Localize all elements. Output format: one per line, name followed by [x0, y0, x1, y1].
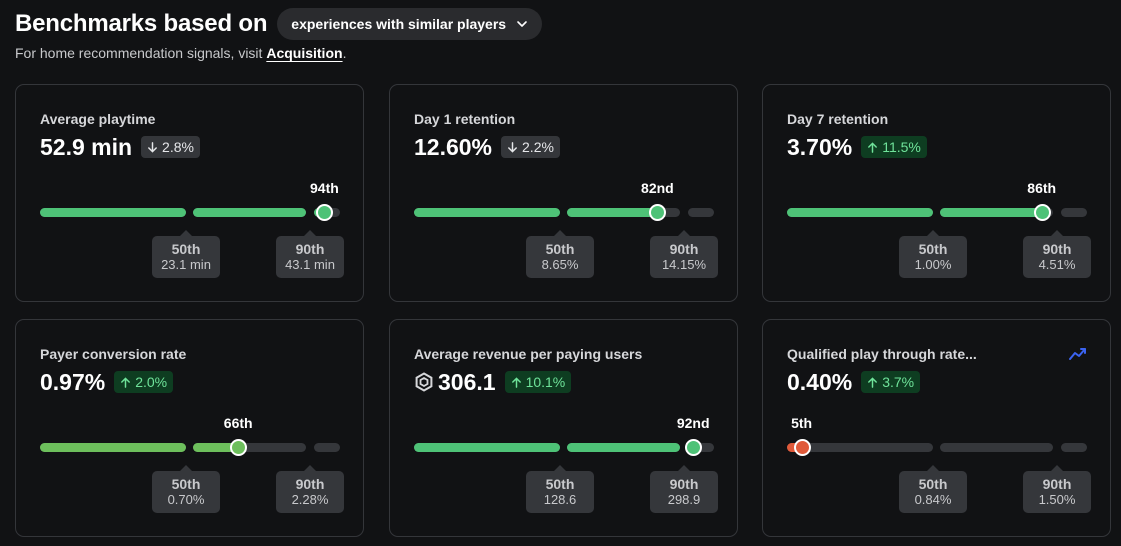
track-fill [940, 208, 1046, 217]
change-badge: 2.2% [501, 136, 560, 158]
percentile-marker [685, 439, 703, 456]
card-payer-conversion-rate: Payer conversion rate 0.97% 2.0% 66th 50th 0.… [15, 319, 364, 537]
card-title: Average playtime [40, 111, 156, 127]
metric-value-row: 0.97% 2.0% [40, 368, 174, 396]
arrow-down-icon [508, 141, 517, 153]
card-day1-retention: Day 1 retention 12.60% 2.2% 82nd 50th 8.65% 90… [389, 84, 738, 302]
percentile-label: 92nd [676, 415, 710, 431]
percentile-label: 86th [1027, 180, 1057, 196]
chevron-down-icon [517, 21, 527, 27]
track-segment [1061, 208, 1087, 217]
percentile-track: 94th 50th 23.1 min 90th 43.1 min [40, 180, 344, 278]
metric-value-row: 306.1 10.1% [414, 368, 572, 396]
p50-tooltip: 50th 0.84% [899, 465, 967, 513]
subtitle: For home recommendation signals, visit A… [15, 45, 347, 61]
benchmark-group-dropdown[interactable]: experiences with similar players [277, 8, 543, 40]
percentile-track: 82nd 50th 8.65% 90th 14.15% [414, 180, 718, 278]
track-segment [193, 443, 306, 452]
change-badge: 2.0% [114, 371, 174, 393]
card-title: Qualified play through rate... [787, 346, 977, 362]
p90-tooltip: 90th 14.15% [650, 230, 718, 278]
percentile-marker [793, 439, 811, 456]
card-day7-retention: Day 7 retention 3.70% 11.5% 86th 50th 1.00% 90… [762, 84, 1111, 302]
p90-tooltip: 90th 2.28% [276, 465, 344, 513]
change-badge: 10.1% [504, 371, 572, 393]
card-average-playtime: Average playtime 52.9 min 2.8% 94th 50th 23.1… [15, 84, 364, 302]
arrow-up-icon [511, 376, 521, 388]
card-title: Payer conversion rate [40, 346, 187, 362]
arrow-up-icon [121, 376, 131, 388]
arrow-down-icon [148, 141, 157, 153]
arrow-up-icon [868, 141, 878, 153]
metric-value-row: 52.9 min 2.8% [40, 133, 200, 161]
p50-tooltip: 50th 128.6 [526, 465, 594, 513]
arrow-up-icon [868, 376, 878, 388]
track-fill [567, 208, 662, 217]
card-average-revenue-per-paying-users: Average revenue per paying users 306.1 10.… [389, 319, 738, 537]
percentile-track: 66th 50th 0.70% 90th 2.28% [40, 415, 344, 513]
track-fill [193, 208, 306, 217]
percentile-track: 5th 50th 0.84% 90th 1.50% [787, 415, 1091, 513]
track-fill [567, 443, 680, 452]
percentile-label: 66th [223, 415, 253, 431]
track-fill [193, 443, 243, 452]
metric-value: 306.1 [438, 368, 496, 395]
p50-tooltip: 50th 23.1 min [152, 230, 220, 278]
track-fill [414, 443, 560, 452]
percentile-track: 92nd 50th 128.6 90th 298.9 [414, 415, 718, 513]
robux-icon [415, 372, 433, 392]
p90-tooltip: 90th 1.50% [1023, 465, 1091, 513]
p50-tooltip: 50th 8.65% [526, 230, 594, 278]
metric-value-row: 3.70% 11.5% [787, 133, 927, 161]
metric-value: 0.40% [787, 368, 853, 395]
track-segment [940, 443, 1053, 452]
trend-chart-icon[interactable] [1068, 346, 1088, 362]
track-segment [314, 443, 340, 452]
track-fill [40, 443, 186, 452]
track-segment [688, 208, 714, 217]
card-qualified-play-through-rate: Qualified play through rate... 0.40% 3.7% 5… [762, 319, 1111, 537]
p90-tooltip: 90th 43.1 min [276, 230, 344, 278]
metric-value: 3.70% [787, 133, 853, 160]
percentile-label: 5th [791, 415, 813, 431]
metric-value: 12.60% [414, 133, 493, 160]
card-title: Day 7 retention [787, 111, 889, 127]
metric-value-row: 0.40% 3.7% [787, 368, 921, 396]
page-header: Benchmarks based on experiences with sim… [15, 8, 543, 40]
change-badge: 2.8% [141, 136, 200, 158]
dropdown-label: experiences with similar players [291, 16, 507, 32]
page-title: Benchmarks based on [15, 10, 268, 37]
acquisition-link[interactable]: Acquisition [266, 45, 343, 61]
p90-tooltip: 90th 298.9 [650, 465, 718, 513]
track-segment [1061, 443, 1087, 452]
percentile-marker [230, 439, 248, 456]
metric-value: 52.9 min [40, 133, 133, 160]
percentile-label: 94th [309, 180, 339, 196]
percentile-marker [649, 204, 667, 221]
card-title: Day 1 retention [414, 111, 516, 127]
percentile-marker [1033, 204, 1051, 221]
percentile-marker [316, 204, 334, 221]
percentile-label: 82nd [641, 180, 674, 196]
p50-tooltip: 50th 1.00% [899, 230, 967, 278]
change-badge: 3.7% [861, 371, 921, 393]
track-fill [40, 208, 186, 217]
track-fill [787, 208, 933, 217]
metric-value: 0.97% [40, 368, 106, 395]
metric-value-row: 12.60% 2.2% [414, 133, 560, 161]
track-fill [414, 208, 560, 217]
percentile-track: 86th 50th 1.00% 90th 4.51% [787, 180, 1091, 278]
p50-tooltip: 50th 0.70% [152, 465, 220, 513]
p90-tooltip: 90th 4.51% [1023, 230, 1091, 278]
change-badge: 11.5% [861, 136, 927, 158]
card-title: Average revenue per paying users [414, 346, 643, 362]
track-segment [787, 443, 933, 452]
